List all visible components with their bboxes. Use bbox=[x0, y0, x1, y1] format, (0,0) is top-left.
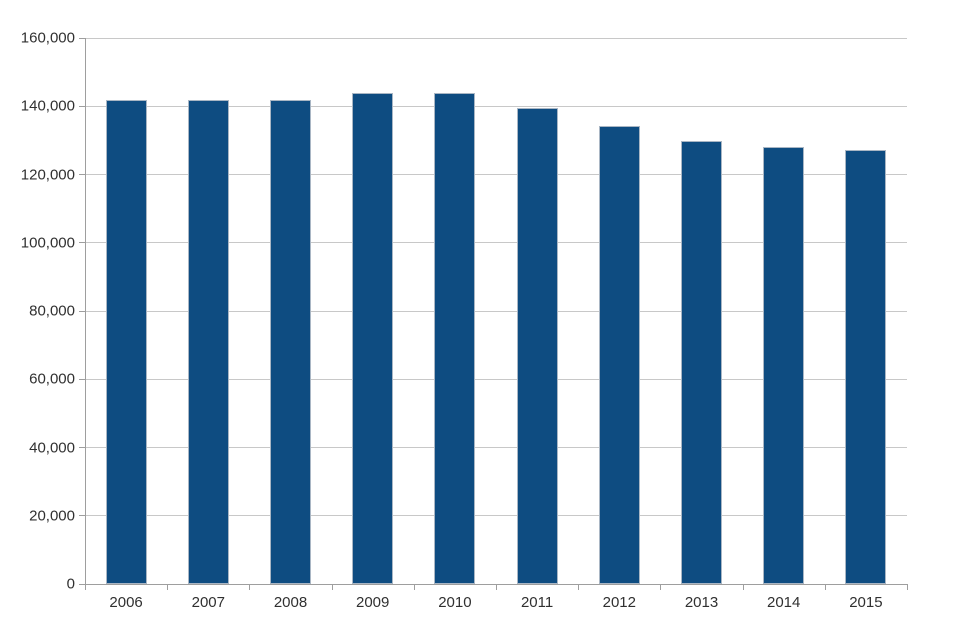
x-tick bbox=[824, 584, 826, 590]
y-axis-label: 140,000 bbox=[20, 97, 75, 115]
x-axis-label: 2009 bbox=[356, 594, 390, 611]
y-axis-label: 100,000 bbox=[20, 234, 75, 252]
y-axis-label: 0 bbox=[66, 575, 75, 593]
y-tick bbox=[79, 37, 85, 39]
x-tick bbox=[660, 584, 662, 590]
x-axis-label: 2011 bbox=[520, 594, 554, 611]
gridline bbox=[85, 310, 907, 312]
x-axis-label: 2006 bbox=[109, 594, 143, 611]
y-axis-label: 80,000 bbox=[29, 302, 75, 320]
bar-2012 bbox=[598, 126, 640, 584]
x-tick bbox=[742, 584, 744, 590]
y-axis-label: 120,000 bbox=[20, 166, 75, 183]
gridline bbox=[85, 515, 907, 517]
x-tick bbox=[331, 584, 333, 590]
x-tick bbox=[167, 584, 169, 590]
y-axis-label: 40,000 bbox=[29, 439, 75, 456]
gridline bbox=[85, 105, 907, 107]
x-tick bbox=[413, 584, 415, 590]
y-axis-label: 60,000 bbox=[29, 370, 75, 388]
y-tick bbox=[79, 515, 85, 517]
y-tick bbox=[79, 447, 85, 448]
y-axis-label: 20,000 bbox=[29, 507, 75, 525]
y-tick bbox=[79, 242, 85, 244]
bar-2006 bbox=[105, 100, 147, 584]
bar-2011 bbox=[516, 108, 558, 584]
x-tick bbox=[496, 584, 497, 590]
x-axis-label: 2010 bbox=[438, 594, 472, 611]
x-tick bbox=[85, 584, 86, 590]
y-tick bbox=[79, 105, 85, 107]
bar-2010 bbox=[434, 92, 476, 584]
x-tick bbox=[249, 584, 251, 590]
x-axis-label: 2007 bbox=[191, 594, 225, 611]
x-axis-label: 2015 bbox=[849, 594, 883, 611]
y-axis bbox=[85, 38, 86, 584]
bar-2008 bbox=[270, 99, 311, 584]
gridline bbox=[85, 378, 907, 380]
gridline bbox=[85, 447, 907, 448]
x-tick bbox=[578, 584, 580, 590]
y-tick bbox=[79, 583, 85, 585]
bar-2007 bbox=[187, 99, 229, 584]
y-tick bbox=[79, 378, 85, 380]
bar-2009 bbox=[352, 92, 394, 584]
x-axis-label: 2013 bbox=[684, 594, 719, 611]
gridline bbox=[85, 174, 907, 175]
y-axis-label: 160,000 bbox=[20, 29, 75, 47]
y-tick bbox=[79, 174, 85, 175]
x-tick bbox=[907, 584, 908, 590]
bar-2015 bbox=[845, 150, 887, 584]
x-axis-label: 2008 bbox=[273, 594, 308, 611]
bar-2014 bbox=[763, 146, 805, 584]
gridline bbox=[85, 242, 907, 244]
y-tick bbox=[79, 310, 85, 312]
x-axis-label: 2012 bbox=[602, 594, 636, 611]
bar-2013 bbox=[681, 141, 722, 584]
x-axis-label: 2014 bbox=[767, 594, 801, 611]
gridline bbox=[85, 37, 907, 39]
